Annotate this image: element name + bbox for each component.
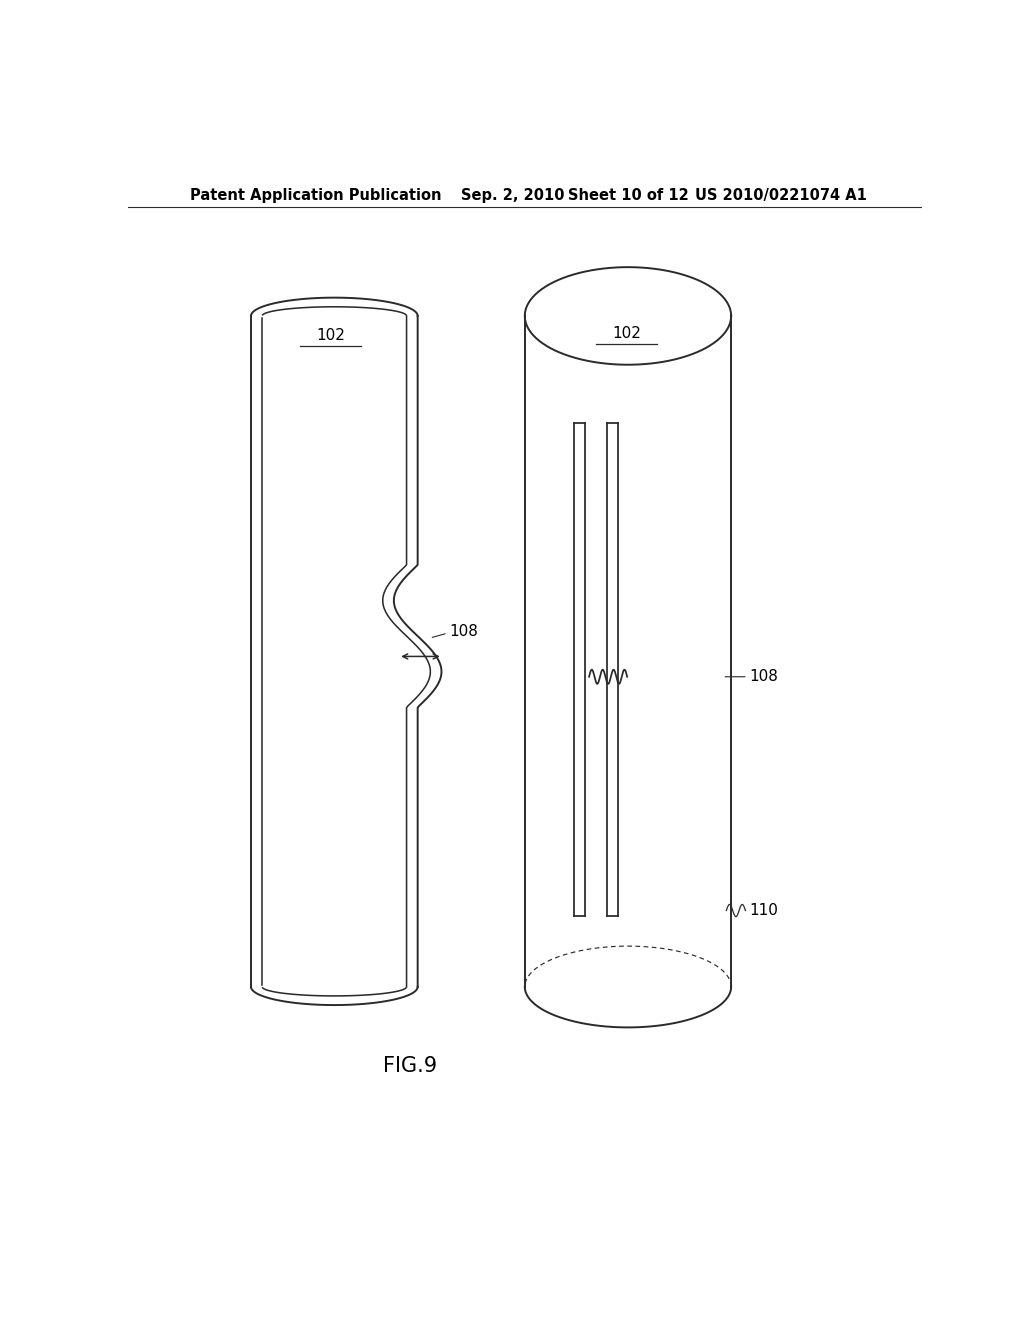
Text: Sheet 10 of 12: Sheet 10 of 12: [568, 187, 689, 203]
Text: 102: 102: [316, 329, 345, 343]
Text: US 2010/0221074 A1: US 2010/0221074 A1: [695, 187, 867, 203]
Text: 108: 108: [750, 669, 778, 684]
Text: 110: 110: [750, 903, 778, 917]
Text: 108: 108: [450, 623, 478, 639]
Text: Patent Application Publication: Patent Application Publication: [189, 187, 441, 203]
Text: FIG.9: FIG.9: [383, 1056, 437, 1076]
Text: Sep. 2, 2010: Sep. 2, 2010: [461, 187, 565, 203]
Text: 102: 102: [612, 326, 641, 342]
